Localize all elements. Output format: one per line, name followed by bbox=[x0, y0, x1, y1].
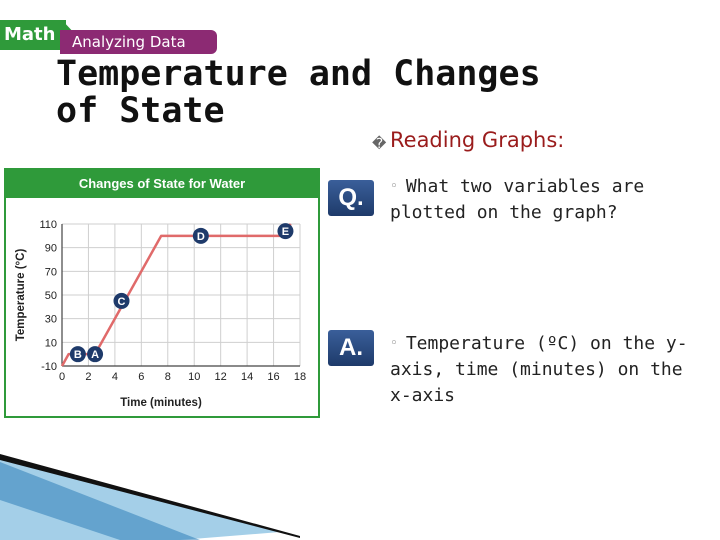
bullet-icon: ◦ bbox=[390, 336, 398, 351]
y-tick-label: -10 bbox=[41, 361, 57, 373]
y-tick-label: 50 bbox=[45, 290, 57, 302]
question-badge: Q. bbox=[328, 180, 374, 216]
x-tick-label: 4 bbox=[112, 371, 118, 383]
y-tick-label: 30 bbox=[45, 314, 57, 326]
annotation-label-a: A bbox=[91, 349, 99, 361]
annotation-label-b: B bbox=[74, 349, 82, 361]
banner-math-label: Math bbox=[0, 20, 66, 50]
y-tick-label: 90 bbox=[45, 243, 57, 255]
subject-banner: Math Analyzing Data bbox=[0, 12, 217, 56]
chart-panel: Changes of State for Water 0 2 4 6 8 10 12 14 16… bbox=[4, 168, 320, 418]
annotation-marker-b bbox=[69, 346, 86, 363]
y-tick-label: 10 bbox=[45, 337, 57, 349]
x-tick-label: 0 bbox=[59, 371, 65, 383]
y-axis-label: Temperature (°C) bbox=[15, 249, 27, 342]
chart-title: Changes of State for Water bbox=[6, 170, 318, 198]
banner-subtitle: Analyzing Data bbox=[60, 30, 217, 54]
slide-title: Temperature and Changes of State bbox=[56, 54, 541, 131]
x-tick-label: 8 bbox=[165, 371, 171, 383]
y-tick-label: 70 bbox=[45, 266, 57, 278]
y-tick-label: 110 bbox=[39, 219, 57, 231]
annotation-label-d: D bbox=[197, 231, 205, 243]
chart-svg: 0 2 4 6 8 10 12 14 16 18 -10 10 30 50 70 90 110 Time (min… bbox=[15, 219, 306, 409]
x-axis-label: Time (minutes) bbox=[120, 397, 202, 409]
question-text-block: ◦ What two variables are plotted on the g… bbox=[390, 174, 690, 226]
annotation-label-c: C bbox=[118, 296, 126, 308]
x-tick-label: 6 bbox=[138, 371, 144, 383]
reading-graphs-heading: Reading Graphs: bbox=[390, 128, 565, 152]
x-tick-label: 14 bbox=[241, 371, 253, 383]
annotation-marker-e bbox=[277, 223, 294, 240]
x-tick-label: 10 bbox=[188, 371, 200, 383]
annotation-marker-a bbox=[87, 346, 104, 363]
bullet-icon: ◦ bbox=[390, 179, 398, 194]
answer-badge: A. bbox=[328, 330, 374, 366]
annotation-marker-d bbox=[192, 227, 209, 244]
x-tick-label: 12 bbox=[215, 371, 227, 383]
annotation-marker-c bbox=[113, 292, 130, 309]
x-tick-label: 16 bbox=[267, 371, 279, 383]
question-text: What two variables are plotted on the gr… bbox=[390, 176, 645, 223]
bullet-icon: � bbox=[372, 136, 387, 152]
annotation-label-e: E bbox=[282, 226, 289, 238]
slide-decoration bbox=[0, 454, 720, 540]
answer-text-block: ◦ Temperature (ºC) on the y-axis, time (m… bbox=[390, 331, 700, 409]
x-tick-label: 2 bbox=[85, 371, 91, 383]
answer-text: Temperature (ºC) on the y-axis, time (mi… bbox=[390, 333, 688, 406]
x-tick-label: 18 bbox=[294, 371, 306, 383]
